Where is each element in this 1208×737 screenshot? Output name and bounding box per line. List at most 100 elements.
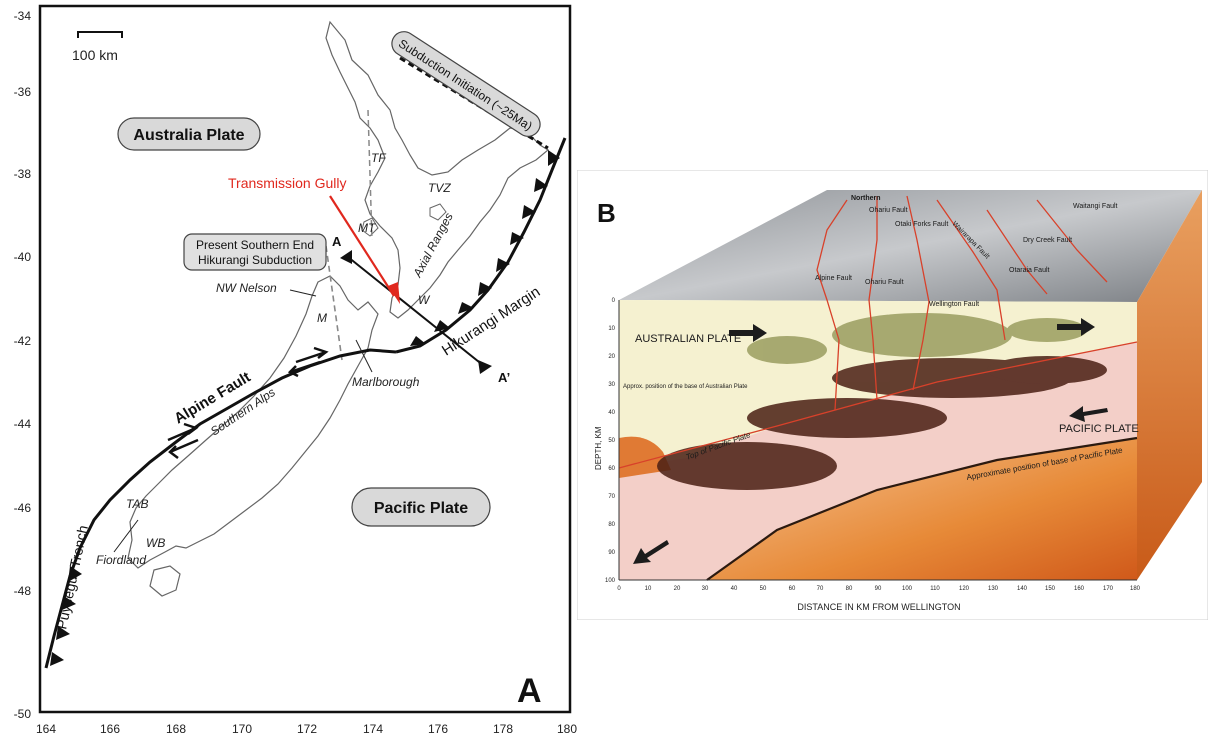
label-northern: Northern bbox=[851, 195, 881, 202]
subduction-teeth bbox=[50, 150, 560, 666]
svg-text:90: 90 bbox=[608, 550, 615, 556]
svg-text:20: 20 bbox=[674, 586, 681, 592]
y-tick: -40 bbox=[14, 250, 32, 264]
seismicity-australian bbox=[747, 313, 1087, 364]
fiordland-leader bbox=[113, 519, 139, 553]
svg-text:180: 180 bbox=[1130, 586, 1141, 592]
profile-line-a-a-prime bbox=[347, 256, 485, 367]
label-otaki-forks: Otaki Forks Fault bbox=[895, 221, 948, 228]
tvz-label: TVZ bbox=[428, 181, 451, 195]
southern-end-pill bbox=[183, 233, 327, 271]
svg-text:130: 130 bbox=[988, 586, 999, 592]
stewart-island bbox=[149, 565, 181, 597]
point-a-prime-label: A’ bbox=[498, 370, 510, 385]
y-tick: -42 bbox=[14, 334, 32, 348]
southern-end-line bbox=[325, 245, 343, 361]
label-australian-plate: AUSTRALIAN PLATE bbox=[635, 333, 741, 345]
svg-text:140: 140 bbox=[1017, 586, 1028, 592]
base-pacific-line bbox=[706, 436, 1138, 581]
y-tick: -34 bbox=[14, 9, 32, 23]
southern-end-line1: Present Southern End bbox=[196, 238, 314, 252]
fault-lines bbox=[618, 195, 1138, 469]
svg-text:100: 100 bbox=[902, 586, 913, 592]
label-approx-base-australian: Approx. position of the base of Australi… bbox=[623, 384, 748, 390]
marlborough-label: Marlborough bbox=[352, 375, 420, 389]
x-tick: 176 bbox=[428, 722, 448, 736]
x-tick: 172 bbox=[297, 722, 317, 736]
y-tick: -50 bbox=[14, 707, 32, 721]
y-tick: -36 bbox=[14, 85, 32, 99]
x-tick: 166 bbox=[100, 722, 120, 736]
strike-slip-arrows bbox=[167, 346, 329, 459]
svg-text:50: 50 bbox=[608, 438, 615, 444]
svg-text:110: 110 bbox=[930, 586, 940, 592]
x-tick: 180 bbox=[557, 722, 577, 736]
australia-plate-pill bbox=[117, 117, 261, 151]
label-ohariu-top: Ohariu Fault bbox=[869, 207, 908, 214]
tab-label: TAB bbox=[126, 497, 148, 511]
lake-taupo bbox=[429, 203, 447, 221]
subduction-initiation-pill bbox=[391, 31, 541, 137]
svg-text:70: 70 bbox=[608, 494, 615, 500]
distance-ticks: 0 10 20 30 40 50 60 70 80 90 100 110 120… bbox=[617, 586, 1140, 592]
label-pacific-plate: PACIFIC PLATE bbox=[1059, 423, 1139, 435]
svg-text:150: 150 bbox=[1045, 586, 1056, 592]
mantle-layer bbox=[707, 438, 1137, 580]
m-label: M bbox=[317, 311, 327, 325]
panel-b-label: B bbox=[597, 198, 616, 228]
marlborough-leader bbox=[355, 339, 373, 373]
y-tick: -48 bbox=[14, 584, 32, 598]
mt-label: MT bbox=[358, 221, 377, 235]
y-tick: -44 bbox=[14, 417, 32, 431]
wb-label: WB bbox=[146, 536, 165, 550]
svg-text:0: 0 bbox=[617, 586, 621, 592]
svg-text:90: 90 bbox=[875, 586, 882, 592]
mt-taranaki-coast bbox=[361, 217, 379, 237]
pacific-plate-label: Pacific Plate bbox=[374, 500, 468, 517]
svg-text:160: 160 bbox=[1074, 586, 1085, 592]
svg-text:120: 120 bbox=[959, 586, 970, 592]
w-label: W bbox=[418, 293, 431, 307]
fiordland-label: Fiordland bbox=[96, 553, 146, 567]
y-tick: -46 bbox=[14, 501, 32, 515]
panel-a-label: A bbox=[517, 672, 542, 710]
profile-end-a bbox=[340, 250, 352, 264]
transmission-gully-arrow bbox=[329, 195, 395, 297]
profile-end-a-prime bbox=[478, 360, 492, 374]
label-ohariu-mid: Ohariu Fault bbox=[865, 279, 904, 286]
x-tick: 178 bbox=[493, 722, 513, 736]
svg-text:10: 10 bbox=[645, 586, 652, 592]
seismicity-pacific bbox=[657, 356, 1107, 490]
pacific-plate-pill bbox=[351, 487, 491, 527]
x-tick: 170 bbox=[232, 722, 252, 736]
label-dry-creek: Dry Creek Fault bbox=[1023, 237, 1072, 244]
southern-end-line2: Hikurangi Subduction bbox=[198, 253, 312, 267]
y-tick: -38 bbox=[14, 167, 32, 181]
transmission-gully-arrowhead bbox=[388, 282, 400, 304]
svg-text:100: 100 bbox=[605, 578, 616, 584]
block-side-face bbox=[1137, 190, 1202, 580]
pacific-plate-layer bbox=[619, 342, 1137, 580]
nw-nelson-leader bbox=[289, 289, 317, 297]
svg-text:0: 0 bbox=[612, 298, 616, 304]
north-island-outline bbox=[325, 20, 550, 319]
svg-text:170: 170 bbox=[1103, 586, 1114, 592]
australia-plate-label: Australia Plate bbox=[133, 127, 244, 144]
scale-label: 100 km bbox=[72, 47, 118, 63]
svg-text:30: 30 bbox=[702, 586, 709, 592]
label-wellington: Wellington Fault bbox=[929, 301, 979, 308]
transmission-gully-label: Transmission Gully bbox=[228, 175, 347, 191]
nw-nelson-label: NW Nelson bbox=[216, 281, 277, 295]
depth-axis-label: DEPTH, KM bbox=[594, 426, 603, 470]
x-tick: 174 bbox=[363, 722, 383, 736]
svg-text:60: 60 bbox=[789, 586, 796, 592]
svg-text:10: 10 bbox=[608, 326, 615, 332]
label-alpine: Alpine Fault bbox=[815, 275, 852, 282]
svg-text:20: 20 bbox=[608, 354, 615, 360]
svg-text:80: 80 bbox=[608, 522, 615, 528]
x-tick: 168 bbox=[166, 722, 186, 736]
svg-text:60: 60 bbox=[608, 466, 615, 472]
panel-b-block-diagram: Northern Ohariu Fault Otaki Forks Fault … bbox=[577, 170, 1208, 620]
svg-text:40: 40 bbox=[731, 586, 738, 592]
tf-label: TF bbox=[371, 151, 386, 165]
